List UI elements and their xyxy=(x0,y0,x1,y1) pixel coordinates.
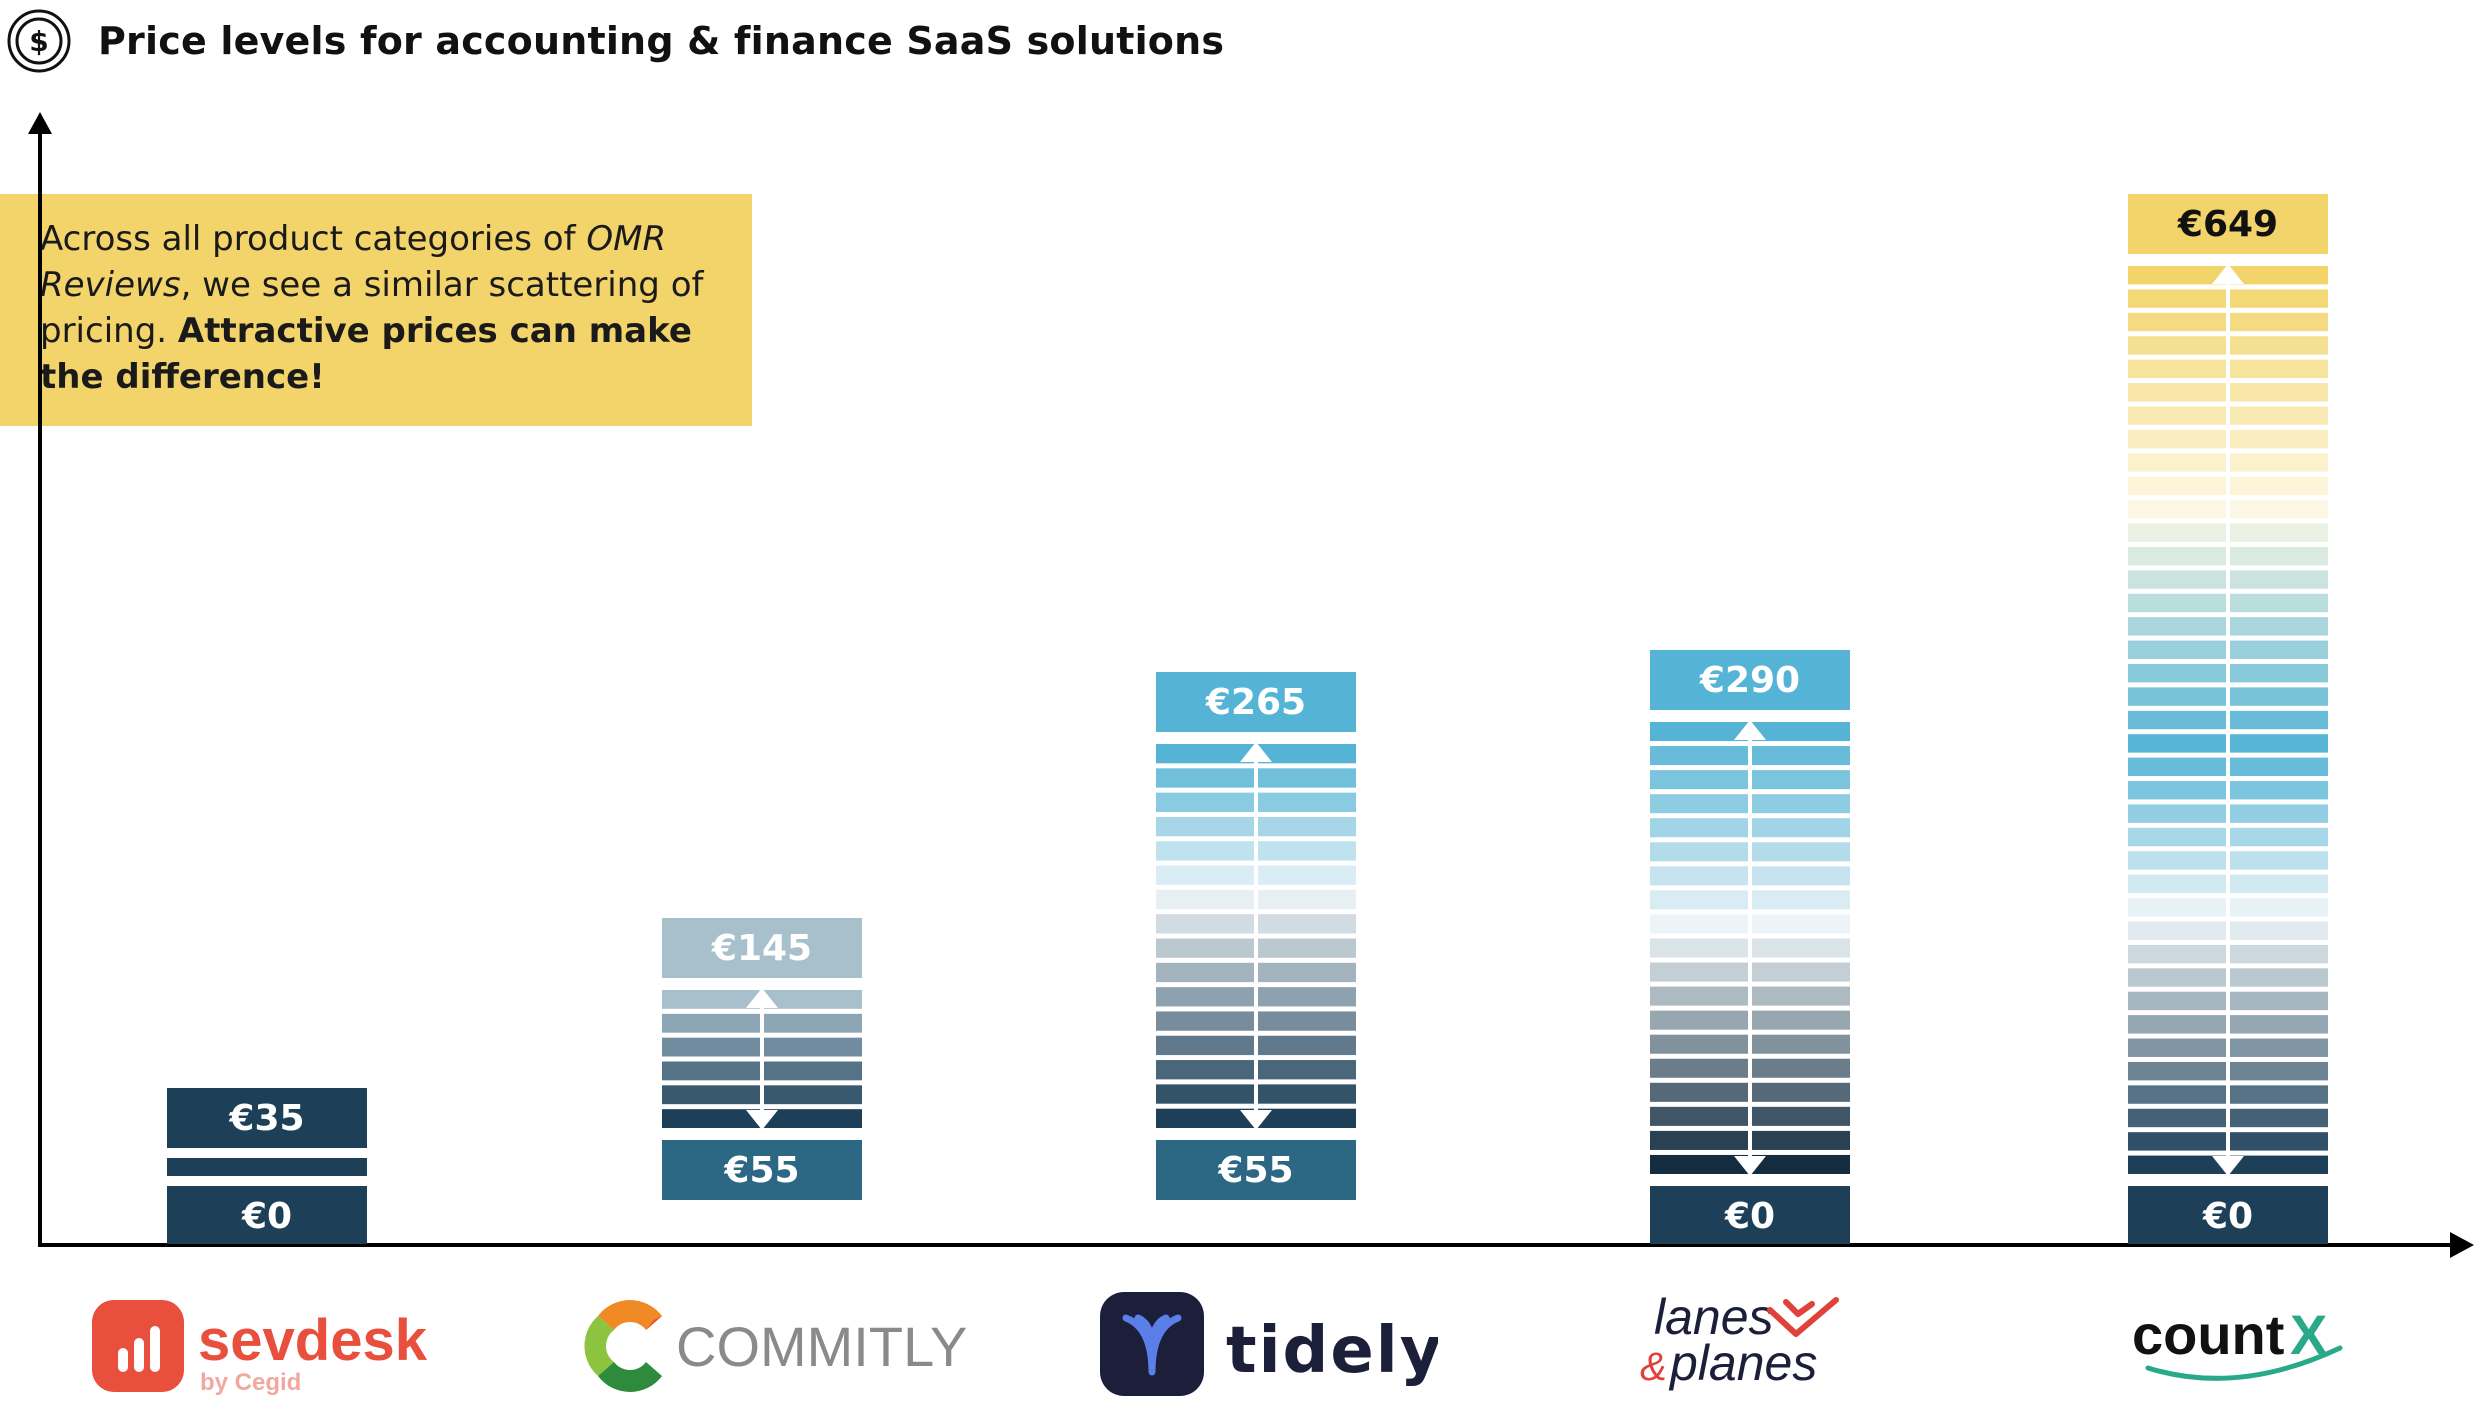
max-box-2 xyxy=(1156,672,1356,732)
range-arrow-up-2 xyxy=(1240,742,1272,762)
min-label-1: €55 xyxy=(723,1150,799,1191)
logo-countx: count X xyxy=(2128,1292,2368,1402)
max-box-0 xyxy=(167,1088,367,1148)
range-arrow-down-2 xyxy=(1240,1110,1272,1130)
range-arrow-down-1 xyxy=(746,1110,778,1130)
max-label-3: €290 xyxy=(1699,660,1800,701)
logo-tidely: tidely xyxy=(1098,1288,1441,1400)
bars: €0 €35 €55 €145 €55 €265 €0 €290 €0 €649 xyxy=(167,194,2328,1244)
lanes-amp: & xyxy=(1640,1345,1667,1389)
sevdesk-sub: by Cegid xyxy=(200,1369,301,1396)
y-axis-arrow xyxy=(28,112,52,134)
min-box-2 xyxy=(1156,1140,1356,1200)
callout-text-2: , we see a similar scattering of pricing… xyxy=(40,265,704,351)
max-label-0: €35 xyxy=(228,1098,304,1139)
callout-box: Across all product categories of OMR Rev… xyxy=(0,194,752,426)
max-box-4 xyxy=(2128,194,2328,254)
max-label-2: €265 xyxy=(1205,682,1306,723)
range-arrow-up-3 xyxy=(1734,720,1766,740)
sevdesk-wordmark: sevdesk xyxy=(198,1308,428,1373)
max-box-3 xyxy=(1650,650,1850,710)
max-label-1: €145 xyxy=(711,928,812,969)
range-arrow-up-1 xyxy=(746,988,778,1008)
range-arrow-down-4 xyxy=(2212,1156,2244,1176)
max-label-4: €649 xyxy=(2177,204,2278,245)
max-box-1 xyxy=(662,918,862,978)
tidely-wordmark: tidely xyxy=(1226,1314,1438,1388)
callout-italic: OMR Reviews xyxy=(40,219,667,305)
axes xyxy=(28,112,2474,1258)
range-stripe-0 xyxy=(167,1158,367,1176)
min-label-2: €55 xyxy=(1217,1150,1293,1191)
range-arrow-up-4 xyxy=(2212,264,2244,284)
callout-text-1: Across all product categories of xyxy=(40,219,587,259)
min-box-3 xyxy=(1650,1186,1850,1244)
dollar-coin-icon: $ xyxy=(7,9,71,73)
logo-sevdesk: sevdesk by Cegid xyxy=(90,1290,430,1400)
header: $ Price levels for accounting & finance … xyxy=(6,6,1224,76)
commitly-wordmark: COMMITLY xyxy=(676,1315,967,1378)
x-axis-arrow xyxy=(2450,1232,2474,1258)
lanes-check-icon xyxy=(1767,1297,1839,1337)
page-title: Price levels for accounting & finance Sa… xyxy=(98,19,1225,63)
lanes-word-2: planes xyxy=(1668,1335,1817,1391)
min-label-4: €0 xyxy=(2202,1196,2253,1237)
countx-swoosh xyxy=(2145,1345,2343,1381)
range-arrow-down-3 xyxy=(1734,1156,1766,1176)
callout-bold: Attractive prices can make the differenc… xyxy=(40,311,692,397)
min-label-0: €0 xyxy=(241,1196,292,1237)
logo-lanes-planes: lanes & planes xyxy=(1636,1284,1896,1404)
min-box-4 xyxy=(2128,1186,2328,1244)
lanes-word-1: lanes xyxy=(1654,1289,1774,1345)
commitly-icon xyxy=(584,1300,662,1392)
min-box-1 xyxy=(662,1140,862,1200)
min-label-3: €0 xyxy=(1724,1196,1775,1237)
logo-commitly: COMMITLY xyxy=(578,1290,968,1400)
svg-text:$: $ xyxy=(29,25,48,58)
min-box-0 xyxy=(167,1186,367,1244)
countx-wordmark: count xyxy=(2132,1303,2284,1366)
